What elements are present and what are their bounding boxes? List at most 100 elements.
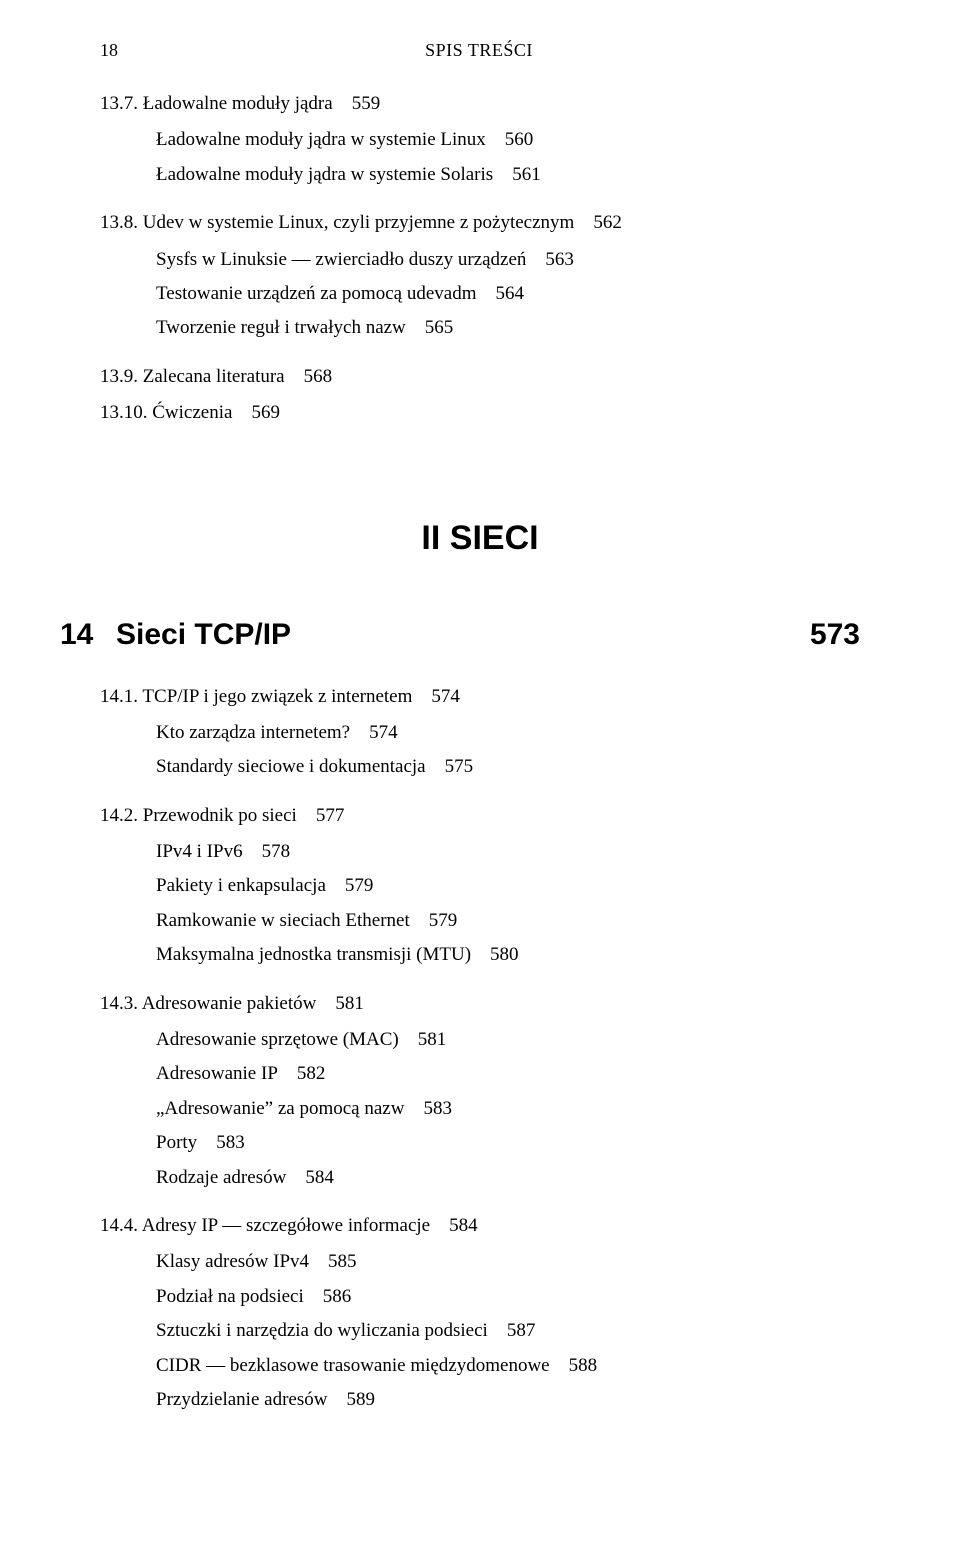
subentry-title: Pakiety i enkapsulacja [156, 875, 326, 896]
subentry-page: 581 [418, 1029, 447, 1050]
toc-subentry: Ładowalne moduły jądra w systemie Solari… [156, 160, 860, 190]
toc-subentry: Kto zarządza internetem? 574 [156, 718, 860, 748]
section-number: 13.8. [100, 212, 138, 233]
part-heading: II SIECI [100, 519, 860, 558]
toc-subentry: Maksymalna jednostka transmisji (MTU) 58… [156, 940, 860, 970]
toc-subentry: Porty 583 [156, 1128, 860, 1158]
chapter-number: 14 [60, 618, 100, 652]
subentry-title: Podział na podsieci [156, 1286, 304, 1307]
header-spacer [840, 40, 860, 61]
subentry-page: 563 [545, 249, 574, 270]
subentry-title: Sysfs w Linuksie — zwierciadło duszy urz… [156, 249, 526, 270]
running-header: 18 SPIS TREŚCI [100, 40, 860, 61]
chapter-title: Sieci TCP/IP [116, 618, 291, 652]
section-number: 14.3. [100, 993, 138, 1014]
subentry-title: Sztuczki i narzędzia do wyliczania podsi… [156, 1320, 488, 1341]
section-number: 14.4. [100, 1215, 138, 1236]
section-page: 559 [352, 93, 381, 114]
subentry-page: 583 [216, 1132, 245, 1153]
subentry-page: 579 [345, 875, 374, 896]
toc-subentry: Adresowanie IP 582 [156, 1059, 860, 1089]
toc-subentry: Ładowalne moduły jądra w systemie Linux … [156, 125, 860, 155]
subentry-page: 580 [490, 944, 519, 965]
subentry-title: Przydzielanie adresów [156, 1389, 327, 1410]
subentry-page: 583 [423, 1098, 452, 1119]
subentry-title: Standardy sieciowe i dokumentacja [156, 756, 426, 777]
toc-entry: 13.7. Ładowalne moduły jądra 559 [100, 89, 860, 119]
subentry-title: Ramkowanie w sieciach Ethernet [156, 910, 410, 931]
subentry-page: 579 [429, 910, 458, 931]
subentry-page: 561 [512, 164, 541, 185]
section-title: Ładowalne moduły jądra [143, 93, 333, 114]
subentry-page: 584 [305, 1167, 334, 1188]
subentry-page: 578 [262, 841, 291, 862]
toc-subentry: Klasy adresów IPv4 585 [156, 1247, 860, 1277]
section-page: 577 [316, 805, 345, 826]
subentry-title: Adresowanie sprzętowe (MAC) [156, 1029, 399, 1050]
section-page: 581 [335, 993, 364, 1014]
toc-entry: 14.2. Przewodnik po sieci 577 [100, 801, 860, 831]
page-number: 18 [100, 40, 118, 61]
subentry-page: 565 [425, 317, 454, 338]
section-number: 14.1. [100, 686, 138, 707]
subentry-title: Testowanie urządzeń za pomocą udevadm [156, 283, 476, 304]
section-title: TCP/IP i jego związek z internetem [142, 686, 412, 707]
subentry-page: 589 [346, 1389, 375, 1410]
subentry-title: CIDR — bezklasowe trasowanie międzydomen… [156, 1355, 550, 1376]
toc-subentry: Testowanie urządzeń za pomocą udevadm 56… [156, 279, 860, 309]
toc-subentry: Adresowanie sprzętowe (MAC) 581 [156, 1025, 860, 1055]
section-title: Adresy IP — szczegółowe informacje [142, 1215, 430, 1236]
section-number: 14.2. [100, 805, 138, 826]
section-number: 13.9. [100, 366, 138, 387]
section-page: 574 [431, 686, 460, 707]
toc-subentry: Przydzielanie adresów 589 [156, 1385, 860, 1415]
toc-entry: 13.8. Udev w systemie Linux, czyli przyj… [100, 208, 860, 238]
toc-entry: 13.10. Ćwiczenia 569 [100, 398, 860, 428]
subentry-title: Klasy adresów IPv4 [156, 1251, 309, 1272]
subentry-page: 586 [323, 1286, 352, 1307]
section-number: 13.7. [100, 93, 138, 114]
section-page: 562 [593, 212, 622, 233]
section-title: Przewodnik po sieci [143, 805, 297, 826]
section-number: 13.10. [100, 402, 148, 423]
chapter-page: 573 [810, 618, 860, 652]
section-title: Adresowanie pakietów [142, 993, 317, 1014]
subentry-title: Tworzenie reguł i trwałych nazw [156, 317, 406, 338]
toc-entry: 14.1. TCP/IP i jego związek z internetem… [100, 682, 860, 712]
toc-subentry: Sysfs w Linuksie — zwierciadło duszy urz… [156, 245, 860, 275]
toc-subentry: Pakiety i enkapsulacja 579 [156, 871, 860, 901]
section-title: Zalecana literatura [143, 366, 285, 387]
toc-subentry: Tworzenie reguł i trwałych nazw 565 [156, 313, 860, 343]
toc-subentry: Rodzaje adresów 584 [156, 1163, 860, 1193]
document-page: 18 SPIS TREŚCI 13.7. Ładowalne moduły ją… [0, 0, 960, 1557]
subentry-page: 582 [297, 1063, 326, 1084]
toc-subentry: „Adresowanie” za pomocą nazw 583 [156, 1094, 860, 1124]
chapter-heading: 14 Sieci TCP/IP 573 [100, 618, 860, 652]
section-page: 584 [449, 1215, 478, 1236]
toc-entry: 14.4. Adresy IP — szczegółowe informacje… [100, 1211, 860, 1241]
toc-subentry: Ramkowanie w sieciach Ethernet 579 [156, 906, 860, 936]
subentry-page: 564 [495, 283, 524, 304]
toc-subentry: Sztuczki i narzędzia do wyliczania podsi… [156, 1316, 860, 1346]
toc-subentry: IPv4 i IPv6 578 [156, 837, 860, 867]
subentry-page: 588 [569, 1355, 598, 1376]
subentry-page: 574 [369, 722, 398, 743]
subentry-title: Ładowalne moduły jądra w systemie Solari… [156, 164, 493, 185]
subentry-title: Adresowanie IP [156, 1063, 278, 1084]
toc-entry: 14.3. Adresowanie pakietów 581 [100, 989, 860, 1019]
section-page: 569 [251, 402, 280, 423]
chapter-left: 14 Sieci TCP/IP [100, 618, 291, 652]
subentry-title: Ładowalne moduły jądra w systemie Linux [156, 129, 486, 150]
subentry-title: Maksymalna jednostka transmisji (MTU) [156, 944, 471, 965]
section-page: 568 [304, 366, 333, 387]
subentry-title: Rodzaje adresów [156, 1167, 286, 1188]
toc-subentry: Podział na podsieci 586 [156, 1282, 860, 1312]
subentry-page: 585 [328, 1251, 357, 1272]
running-title: SPIS TREŚCI [118, 40, 840, 61]
subentry-title: IPv4 i IPv6 [156, 841, 243, 862]
subentry-title: „Adresowanie” za pomocą nazw [156, 1098, 404, 1119]
toc-subentry: CIDR — bezklasowe trasowanie międzydomen… [156, 1351, 860, 1381]
subentry-page: 587 [507, 1320, 536, 1341]
subentry-page: 560 [505, 129, 534, 150]
subentry-title: Kto zarządza internetem? [156, 722, 350, 743]
